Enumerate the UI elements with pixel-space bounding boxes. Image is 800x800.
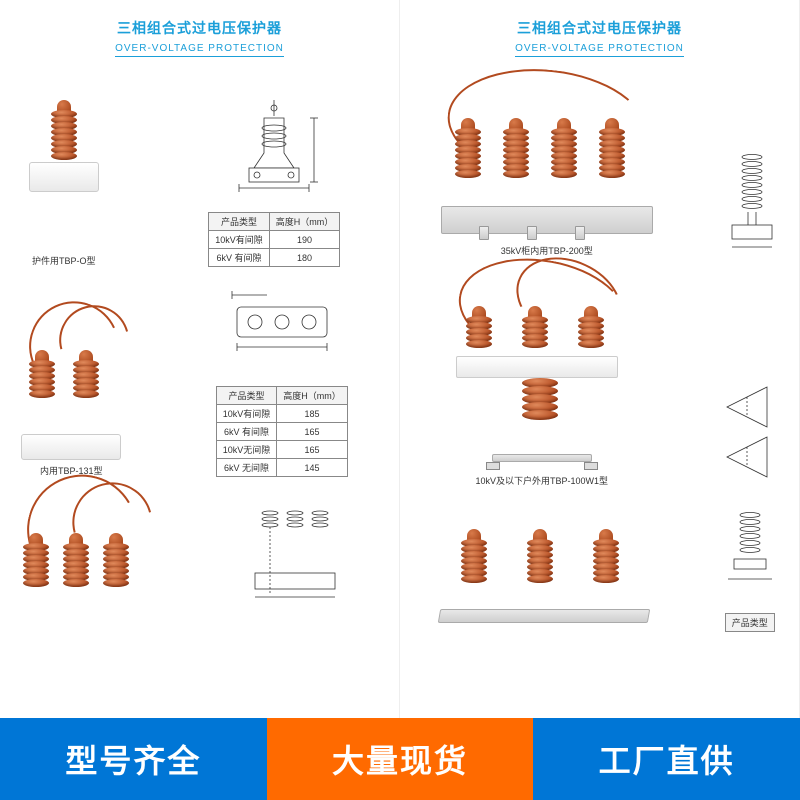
tech-drawing-3	[240, 493, 350, 603]
page-header: 三相组合式过电压保护器 OVER-VOLTAGE PROTECTION	[400, 0, 799, 63]
page-title-en: OVER-VOLTAGE PROTECTION	[115, 43, 284, 57]
tech-drawing-1	[219, 98, 329, 208]
product-tbp-100w1: 10kV及以下户外用TBP-100W1型	[442, 280, 642, 487]
product-tbp-o: 护件用TBP-O型	[29, 100, 99, 267]
product-busbar-3	[439, 499, 649, 649]
table-col-header: 高度H（mm）	[277, 387, 348, 405]
product-caption: 护件用TBP-O型	[32, 254, 96, 267]
table-col-header: 高度H（mm）	[269, 213, 340, 231]
left-row-3	[0, 483, 399, 683]
catalog-page-right: 三相组合式过电压保护器 OVER-VOLTAGE PROTECTION	[400, 0, 800, 718]
page-title-cn: 三相组合式过电压保护器	[0, 18, 399, 38]
tech-drawing-r1	[722, 147, 782, 257]
banner-cell-1: 大量现货	[267, 718, 534, 800]
page-header: 三相组合式过电压保护器 OVER-VOLTAGE PROTECTION	[0, 0, 399, 63]
table-col-header: 产品类型	[725, 614, 774, 632]
product-caption: 35kV柜内用TBP-200型	[501, 244, 593, 257]
left-row-2: 内用TBP-131型 产	[0, 273, 399, 483]
drawing-and-table-2: 产品类型 高度H（mm） 10kV有间隙185 6kV 有间隙165 10kV无…	[216, 272, 348, 477]
arrester-single	[29, 100, 99, 250]
table-row: 10kV有间隙185	[216, 405, 347, 423]
table-row: 6kV 无间隙145	[216, 459, 347, 477]
tech-drawing-r2	[717, 377, 777, 487]
table-row: 10kV有间隙 190	[209, 231, 340, 249]
spec-table-1: 产品类型 高度H（mm） 10kV有间隙 190 6kV 有间隙 180	[208, 212, 340, 267]
spec-table-r3: 产品类型	[725, 613, 775, 632]
catalog-spread: 三相组合式过电压保护器 OVER-VOLTAGE PROTECTION 护件用T…	[0, 0, 800, 718]
table-col-header: 产品类型	[209, 213, 270, 231]
table-col-header: 产品类型	[216, 387, 277, 405]
catalog-page-left: 三相组合式过电压保护器 OVER-VOLTAGE PROTECTION 护件用T…	[0, 0, 400, 718]
drawing-and-table-r3: 产品类型	[720, 499, 780, 632]
drawing-and-table-1: 产品类型 高度H（mm） 10kV有间隙 190 6kV 有间隙 180	[208, 98, 340, 267]
table-row: 6kV 有间隙165	[216, 423, 347, 441]
table-row: 6kV 有间隙 180	[209, 249, 340, 267]
promo-banner: 型号齐全 大量现货 工厂直供	[0, 718, 800, 800]
left-row-1: 护件用TBP-O型	[0, 63, 399, 273]
product-triple	[19, 493, 149, 663]
banner-cell-2: 工厂直供	[533, 718, 800, 800]
product-tbp-131: 内用TBP-131型	[21, 320, 121, 477]
spec-table-2: 产品类型 高度H（mm） 10kV有间隙185 6kV 有间隙165 10kV无…	[216, 386, 348, 477]
right-row-3: 产品类型	[400, 493, 799, 673]
right-row-2: 10kV及以下户外用TBP-100W1型	[400, 263, 799, 493]
tech-drawing-2	[227, 272, 337, 382]
right-row-1: 35kV柜内用TBP-200型	[400, 63, 799, 263]
table-row: 10kV无间隙165	[216, 441, 347, 459]
tech-drawing-r3	[720, 499, 780, 609]
page-title-en: OVER-VOLTAGE PROTECTION	[515, 43, 684, 57]
product-caption: 10kV及以下户外用TBP-100W1型	[475, 474, 608, 487]
page-title-cn: 三相组合式过电压保护器	[400, 18, 799, 38]
banner-cell-0: 型号齐全	[0, 718, 267, 800]
product-tbp-200: 35kV柜内用TBP-200型	[437, 90, 657, 257]
